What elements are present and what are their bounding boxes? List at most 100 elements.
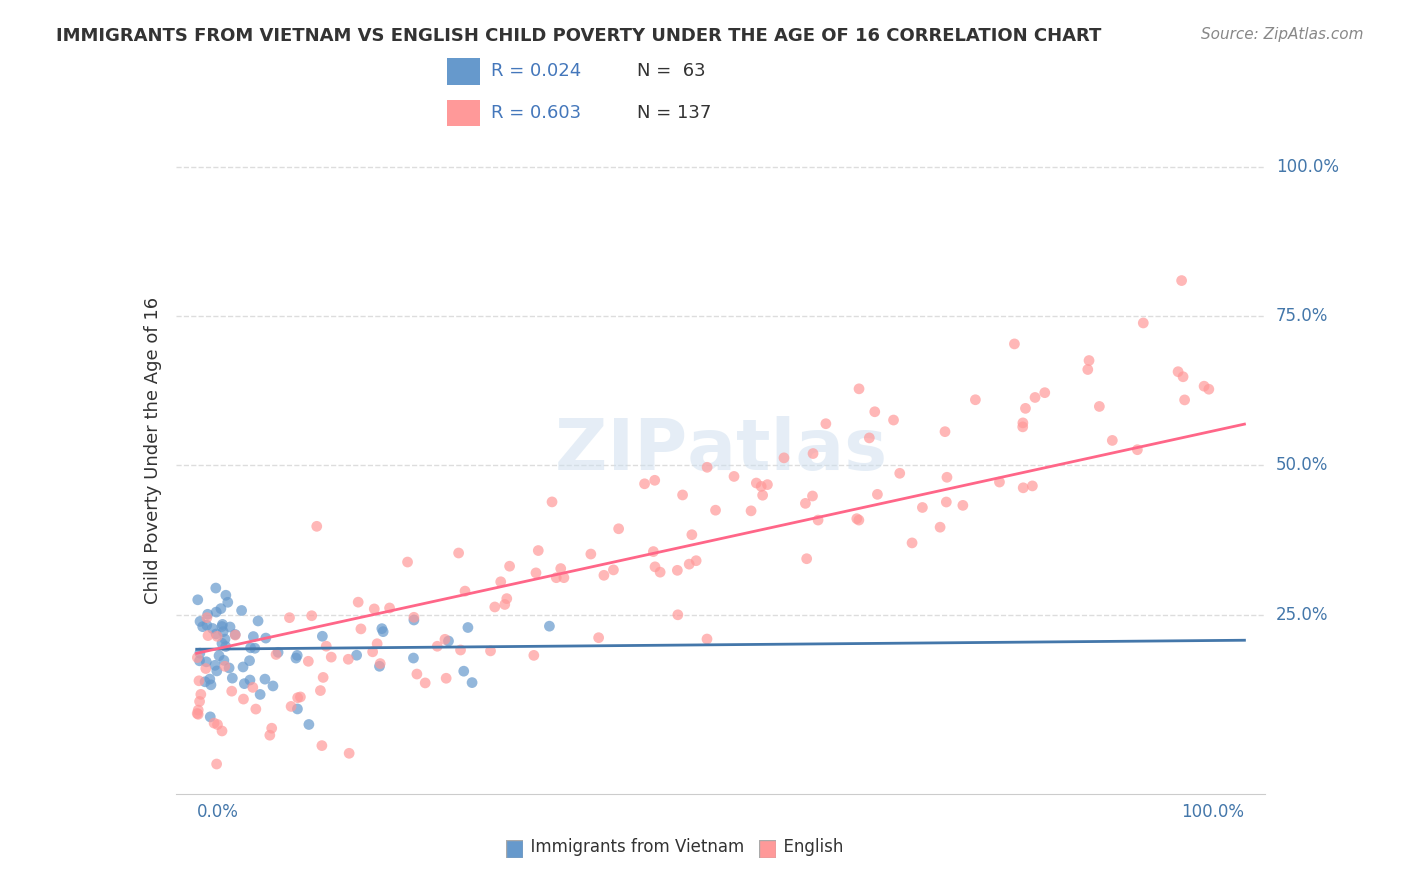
Point [756,477,779,491]
Point [264,648,287,662]
Point [267,645,290,659]
Point [1192,379,1215,393]
Point [205,629,228,643]
Point [863,405,886,419]
Point [1167,365,1189,379]
Point [858,431,880,445]
Point [208,648,231,663]
Point [309,683,332,698]
Point [1198,382,1220,396]
Point [221,671,243,685]
Point [242,681,264,695]
Point [866,487,889,501]
Point [378,601,401,615]
Point [285,651,308,665]
Point [402,613,425,627]
Point [911,500,934,515]
Point [285,648,308,663]
Point [633,476,655,491]
Point [249,688,271,702]
Point [346,648,368,663]
Point [644,473,666,487]
Point [413,676,436,690]
Point [1033,385,1056,400]
Point [347,595,370,609]
Point [205,605,228,619]
Point [901,536,924,550]
Point [187,707,209,722]
Point [814,417,837,431]
Point [402,651,425,665]
Point [214,632,236,647]
Point [211,723,233,738]
Point [546,571,568,585]
Point [666,607,689,622]
Text: IMMIGRANTS FROM VIETNAM VS ENGLISH CHILD POVERTY UNDER THE AGE OF 16 CORRELATION: IMMIGRANTS FROM VIETNAM VS ENGLISH CHILD… [56,27,1102,45]
Point [685,554,707,568]
Point [447,546,470,560]
Point [186,706,208,721]
Point [934,425,956,439]
Point [495,591,517,606]
Point [723,469,745,483]
Point [321,650,343,665]
Point [523,648,546,663]
Point [426,640,449,654]
Point [579,547,602,561]
Point [681,527,703,541]
Point [965,392,987,407]
Point [935,495,957,509]
Text: Source: ZipAtlas.com: Source: ZipAtlas.com [1201,27,1364,42]
Point [194,661,217,675]
Y-axis label: Child Poverty Under the Age of 16: Child Poverty Under the Age of 16 [143,297,162,604]
Point [305,519,328,533]
Point [794,496,817,510]
Point [373,624,395,639]
Point [195,610,218,624]
Point [988,475,1011,489]
Point [437,634,460,648]
Text: N = 137: N = 137 [637,104,711,122]
Point [1011,420,1033,434]
Point [1171,369,1194,384]
Text: 100.0%: 100.0% [1181,803,1244,821]
Point [211,619,233,633]
Point [489,574,512,589]
Point [801,446,824,460]
Point [696,460,718,475]
Point [253,672,276,686]
Point [188,654,211,668]
Point [188,673,211,688]
Point [217,595,239,609]
Point [1024,391,1046,405]
Point [287,690,309,705]
Point [889,467,911,481]
Point [1012,481,1035,495]
Text: 50.0%: 50.0% [1275,457,1329,475]
Point [287,702,309,716]
Point [195,655,218,669]
Point [1170,274,1192,288]
Text: 25.0%: 25.0% [1275,606,1329,624]
Point [454,584,477,599]
Text: Immigrants from Vietnam: Immigrants from Vietnam [520,838,744,856]
Point [650,565,672,579]
Point [848,382,870,396]
Text: English: English [773,838,844,856]
FancyBboxPatch shape [447,58,479,85]
Point [644,559,666,574]
Point [883,413,905,427]
Point [239,673,262,687]
Point [1021,479,1043,493]
Point [231,603,253,617]
Point [666,563,689,577]
Point [671,488,693,502]
Point [297,654,319,668]
Point [211,617,233,632]
Point [197,629,219,643]
Point [929,520,952,534]
Text: N =  63: N = 63 [637,62,706,80]
Point [361,645,384,659]
Point [845,511,868,525]
Point [1002,337,1025,351]
